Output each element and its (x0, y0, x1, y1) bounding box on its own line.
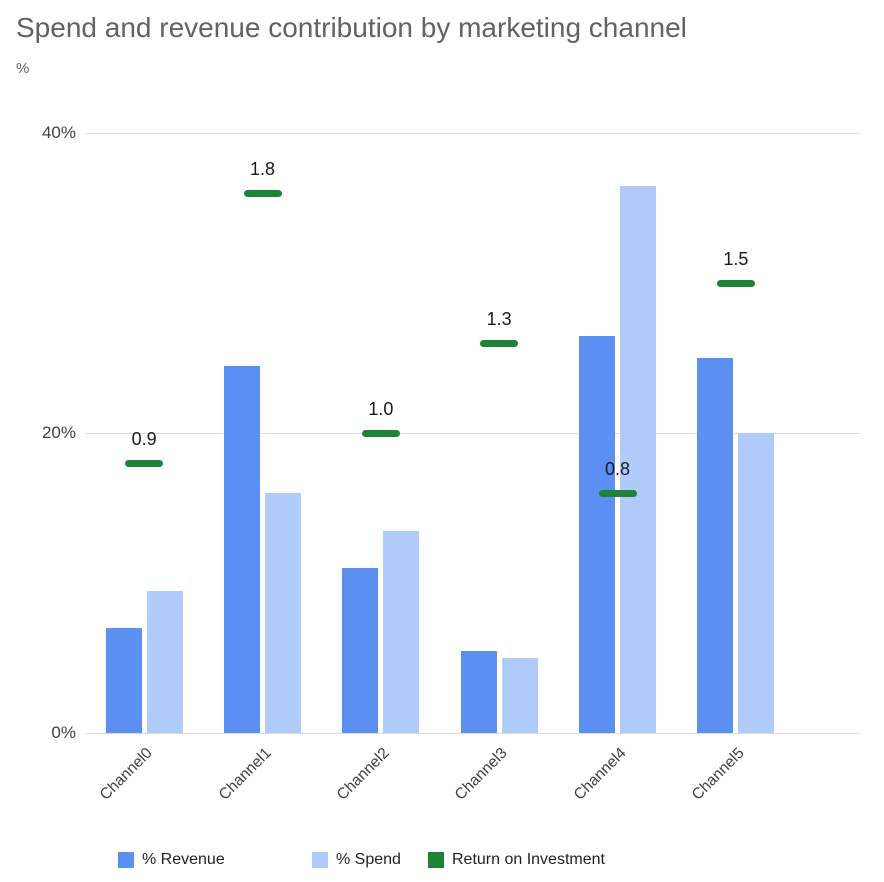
gridline (85, 733, 860, 734)
gridline (85, 433, 860, 434)
revenue-bar[interactable] (105, 628, 142, 733)
legend-item[interactable]: % Spend (312, 851, 401, 869)
legend-swatch (312, 852, 328, 868)
gridline (85, 133, 860, 134)
y-tick-label: 0% (51, 723, 76, 742)
roi-marker[interactable] (125, 459, 164, 467)
legend-label: Return on Investment (452, 851, 605, 868)
legend-label: % Spend (336, 851, 401, 868)
spend-bar[interactable] (146, 590, 183, 733)
spend-bar[interactable] (738, 433, 775, 733)
revenue-bar[interactable] (579, 335, 615, 733)
x-axis-label: Channel4 (570, 744, 630, 804)
spend-bar[interactable] (501, 658, 538, 733)
roi-value-label: 1.3 (486, 309, 512, 329)
roi-marker[interactable] (361, 429, 400, 437)
y-tick-label: 20% (41, 423, 76, 442)
y-tick-label: 40% (41, 123, 76, 142)
spend-bar[interactable] (620, 185, 656, 733)
plot-area: 0.9 1.8 1.0 1.3 0.8 1.5 (85, 133, 860, 734)
roi-value-label: 0.9 (131, 429, 157, 449)
legend-item[interactable]: % Revenue (118, 851, 225, 869)
x-axis-label: Channel0 (96, 744, 156, 804)
revenue-bar[interactable] (460, 650, 497, 733)
revenue-bar[interactable] (224, 365, 260, 733)
revenue-bar[interactable] (697, 358, 734, 733)
legend-swatch (428, 852, 444, 868)
roi-value-label: 1.5 (723, 249, 749, 269)
roi-value-label: 1.0 (368, 399, 394, 419)
roi-marker[interactable] (243, 189, 282, 197)
chart-title: Spend and revenue contribution by market… (16, 12, 687, 43)
x-axis-label: Channel2 (333, 744, 393, 804)
x-axis-label: Channel3 (451, 744, 511, 804)
roi-value-label: 0.8 (604, 459, 631, 479)
legend-label: % Revenue (142, 851, 225, 868)
roi-value-label: 1.8 (249, 159, 276, 179)
roi-marker[interactable] (480, 339, 519, 347)
roi-marker[interactable] (598, 489, 637, 497)
legend-item[interactable]: Return on Investment (428, 851, 605, 869)
x-axis-label: Channel1 (215, 744, 275, 804)
legend-swatch (118, 852, 134, 868)
roi-marker[interactable] (716, 279, 755, 287)
x-axis-label: Channel5 (688, 744, 748, 804)
spend-bar[interactable] (265, 493, 301, 733)
y-axis-unit-label: % (16, 60, 30, 77)
revenue-bar[interactable] (342, 568, 379, 733)
spend-bar[interactable] (383, 530, 420, 733)
